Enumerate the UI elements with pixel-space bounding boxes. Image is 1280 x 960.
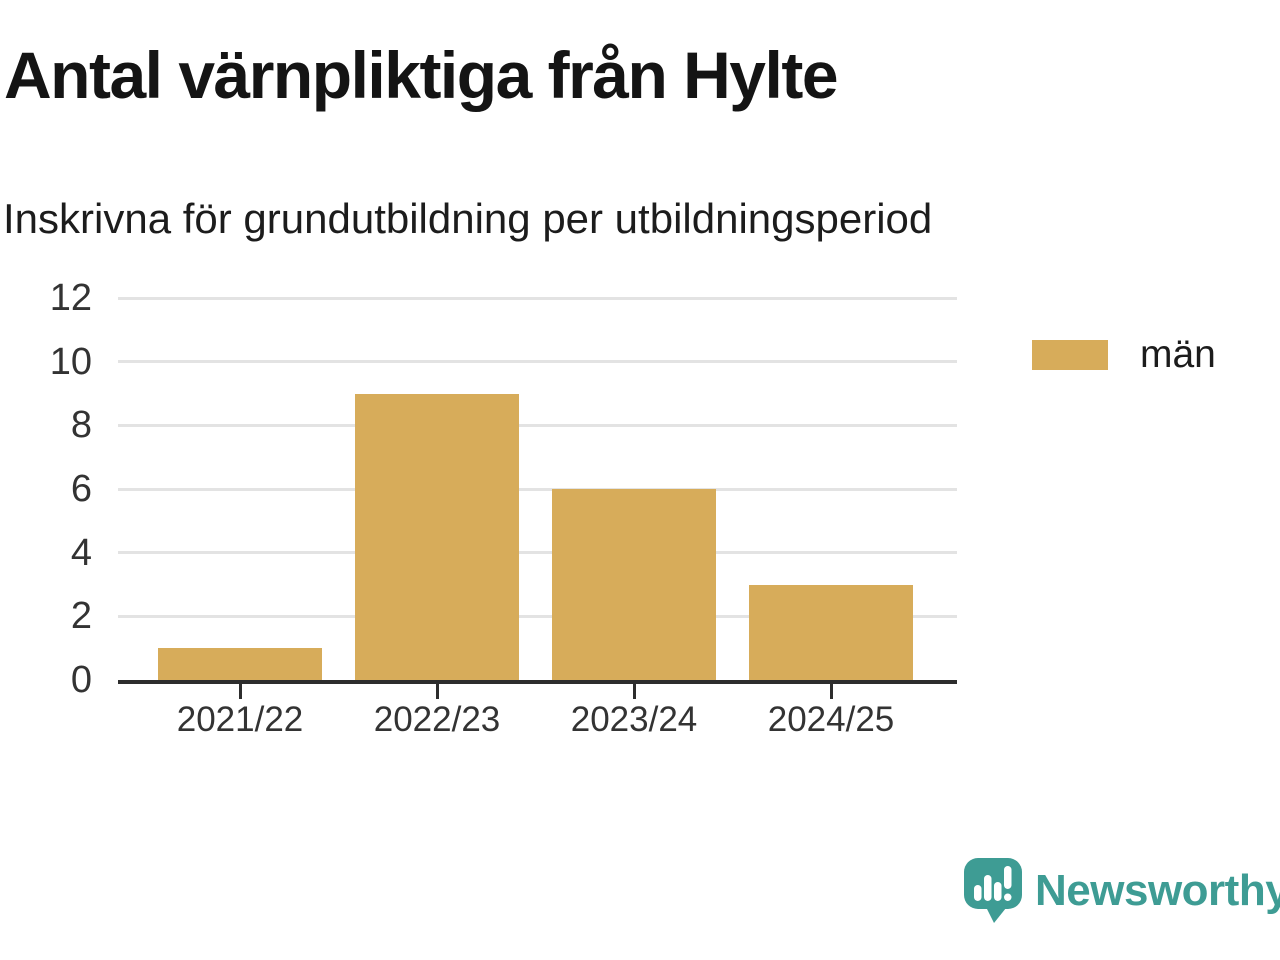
page-title: Antal värnpliktiga från Hylte xyxy=(4,38,839,112)
gridline-y8 xyxy=(118,423,957,427)
bar-2022-23 xyxy=(355,393,519,680)
gridline-y10 xyxy=(118,360,957,364)
x-axis-label-2024-25: 2024/25 xyxy=(767,700,895,739)
x-axis-label-2022-23: 2022/23 xyxy=(373,700,501,739)
y-axis-label-12: 12 xyxy=(49,277,92,319)
y-axis-label-10: 10 xyxy=(49,340,92,383)
x-tick-1 xyxy=(435,684,439,699)
y-axis-label-6: 6 xyxy=(70,468,92,510)
plot-area xyxy=(118,296,957,699)
bar-2023-24 xyxy=(552,489,716,680)
legend-swatch-men xyxy=(1032,340,1108,370)
newsworthy-wordmark: Newsworthy xyxy=(1035,866,1280,915)
bar-2024-25 xyxy=(749,584,913,680)
x-axis-label-2023-24: 2023/24 xyxy=(570,700,698,739)
x-tick-3 xyxy=(829,684,833,699)
chart-subtitle: Inskrivna för grundutbildning per utbild… xyxy=(3,195,933,242)
y-axis-label-0: 0 xyxy=(70,659,92,701)
legend-label-men: män xyxy=(1140,333,1216,376)
gridline-y4 xyxy=(118,551,957,555)
y-axis-label-2: 2 xyxy=(70,595,92,638)
x-tick-0 xyxy=(238,684,242,699)
newsworthy-logo-icon xyxy=(964,858,1022,923)
gridline-y2 xyxy=(118,614,957,618)
y-axis-label-8: 8 xyxy=(70,404,92,447)
legend: män xyxy=(1032,333,1216,376)
x-axis-label-2021-22: 2021/22 xyxy=(176,700,304,739)
bar-2021-22 xyxy=(158,648,322,680)
newsworthy-branding: Newsworthy xyxy=(963,857,1280,925)
x-tick-2 xyxy=(632,684,636,699)
gridline-y6 xyxy=(118,487,957,491)
gridline-y12 xyxy=(118,296,957,300)
bar-chart: 0 2 4 6 8 10 12 2021/22 2022/23 2023/24 2024/25 xyxy=(0,277,1280,758)
y-axis-label-4: 4 xyxy=(70,531,92,574)
